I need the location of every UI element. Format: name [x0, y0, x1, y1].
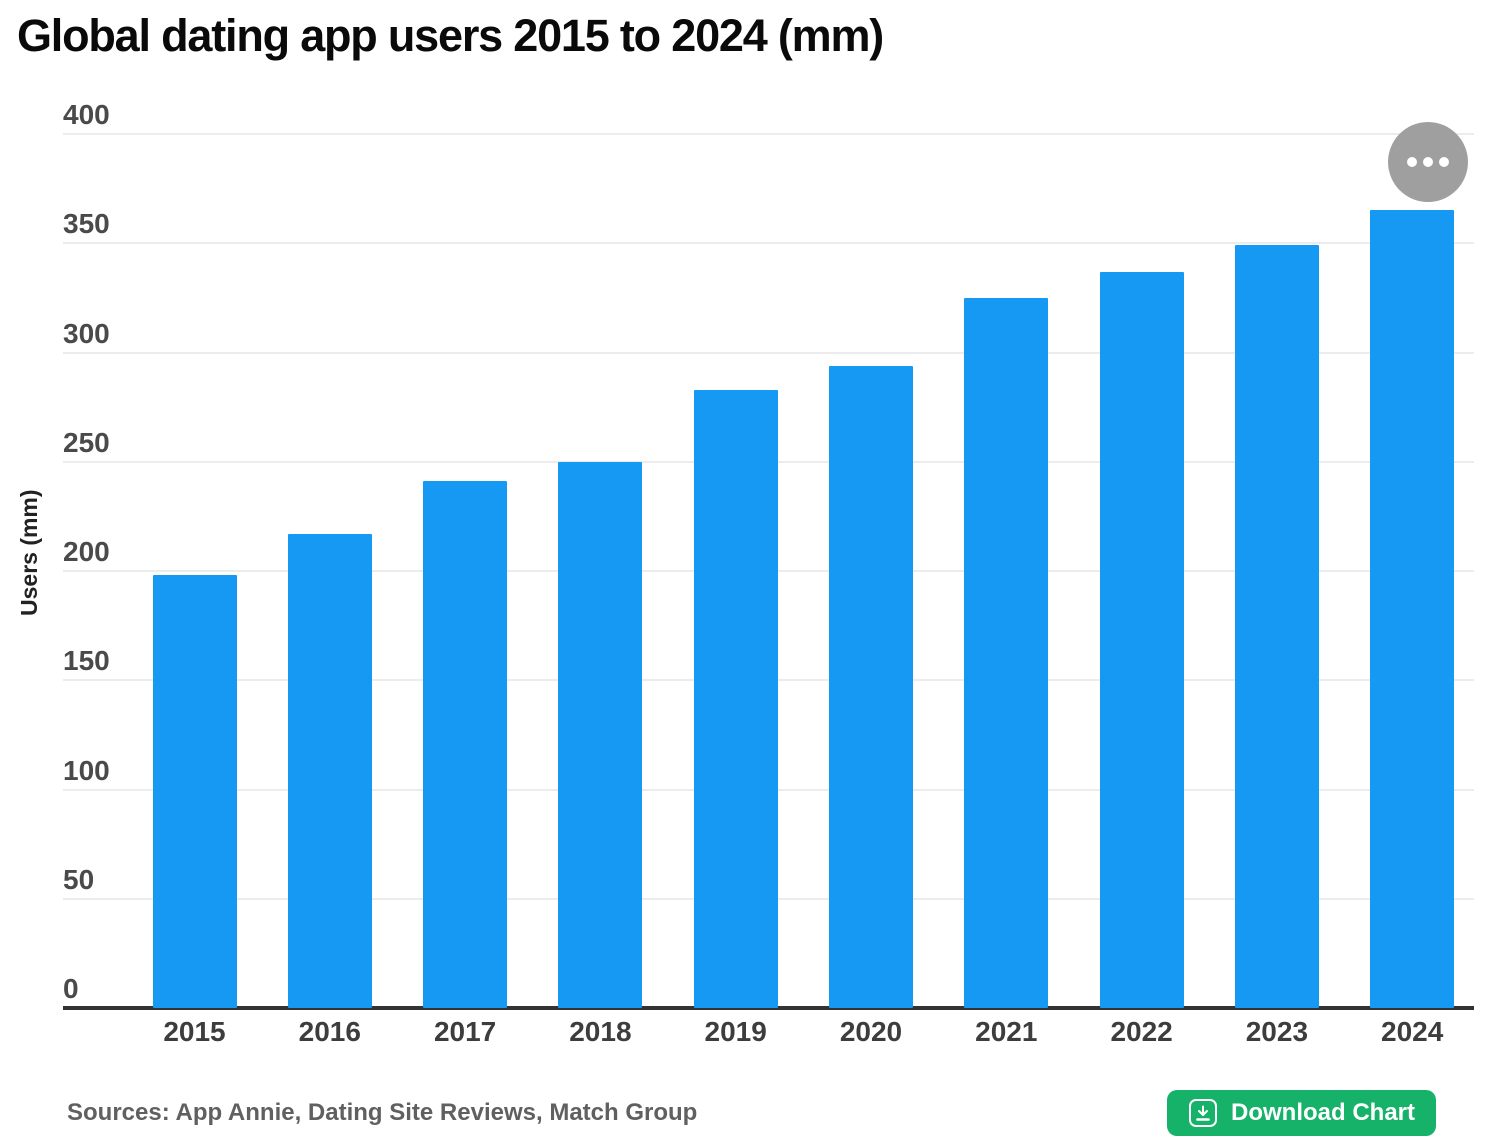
- bar-2015[interactable]: [152, 575, 237, 1008]
- ellipsis-icon: [1439, 157, 1449, 167]
- y-tick-label-350: 350: [63, 208, 110, 240]
- x-tick-label-2017: 2017: [433, 1016, 497, 1047]
- x-tick-label-2020: 2020: [839, 1016, 903, 1047]
- y-tick-label-100: 100: [63, 754, 110, 786]
- y-tick-label-50: 50: [63, 863, 95, 895]
- y-tick-label-0: 0: [63, 973, 79, 1004]
- bar-2020[interactable]: [829, 365, 913, 1008]
- y-tick-label-150: 150: [63, 645, 110, 677]
- x-tick-label-2021: 2021: [975, 1016, 1038, 1047]
- bar-2021[interactable]: [964, 297, 1049, 1008]
- x-tick-label-2019: 2019: [704, 1016, 767, 1047]
- y-axis-title: Users (mm): [16, 489, 42, 617]
- x-tick-label-2016: 2016: [298, 1016, 361, 1047]
- bar-2018[interactable]: [558, 461, 643, 1008]
- download-chart-button[interactable]: Download Chart: [1167, 1090, 1436, 1136]
- bar-2023[interactable]: [1234, 245, 1319, 1008]
- download-button-label: Download Chart: [1231, 1099, 1415, 1126]
- bar-2017[interactable]: [423, 481, 508, 1008]
- x-tick-label-2015: 2015: [163, 1016, 226, 1047]
- y-tick-label-400: 400: [63, 99, 110, 130]
- x-tick-label-2024: 2024: [1381, 1016, 1444, 1047]
- gridline-300: [63, 351, 1474, 354]
- bar-2016[interactable]: [287, 533, 372, 1008]
- chart-menu-button[interactable]: [1388, 122, 1468, 202]
- download-icon: [1189, 1099, 1217, 1127]
- y-tick-label-250: 250: [63, 426, 110, 458]
- chart-title: Global dating app users 2015 to 2024 (mm…: [17, 10, 884, 61]
- gridline-400: [63, 133, 1474, 135]
- x-tick-label-2018: 2018: [569, 1016, 632, 1047]
- x-axis-line: [63, 1006, 1474, 1010]
- y-tick-label-300: 300: [63, 317, 110, 349]
- x-tick-label-2022: 2022: [1110, 1016, 1173, 1047]
- y-tick-label-200: 200: [63, 536, 110, 567]
- gridline-350: [63, 242, 1474, 245]
- sources-text: Sources: App Annie, Dating Site Reviews,…: [67, 1099, 698, 1126]
- bar-2022[interactable]: [1099, 271, 1184, 1008]
- bar-2024[interactable]: [1370, 210, 1455, 1008]
- bar-2019[interactable]: [693, 389, 778, 1008]
- ellipsis-icon: [1423, 157, 1433, 167]
- plot-area: 0 50 100 150 200 250 300 350 400 2015 2016 2017 2018…: [63, 100, 1474, 1047]
- x-tick-label-2023: 2023: [1245, 1016, 1309, 1047]
- ellipsis-icon: [1407, 157, 1417, 167]
